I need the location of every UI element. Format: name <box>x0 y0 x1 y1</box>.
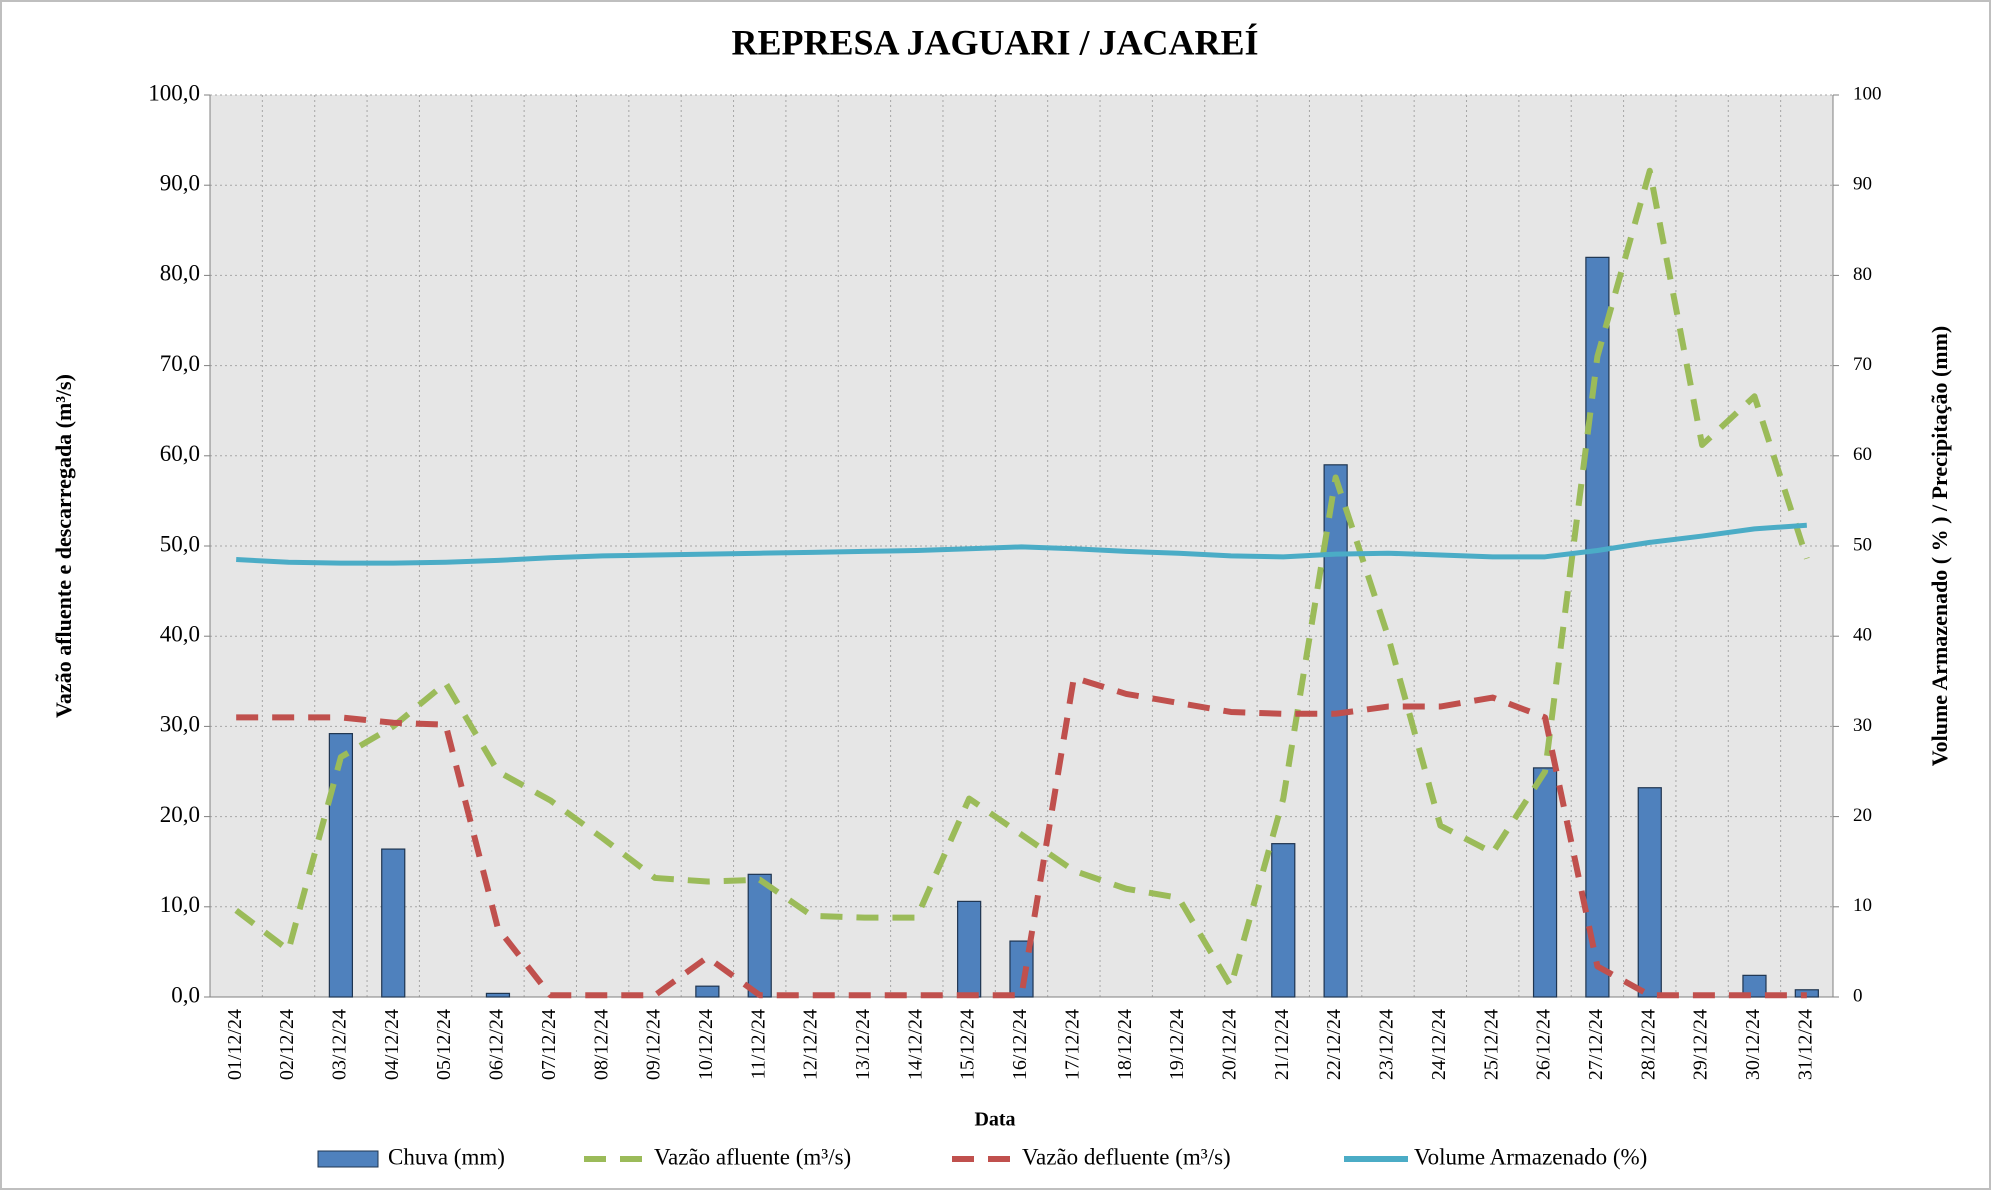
x-tick-label: 14/12/24 <box>904 1009 926 1080</box>
x-tick-label: 20/12/24 <box>1219 1009 1241 1080</box>
y2-tick-label: 40 <box>1853 625 1872 646</box>
legend-swatch <box>317 1150 379 1168</box>
x-tick-label: 05/12/24 <box>433 1009 455 1080</box>
x-tick-label: 30/12/24 <box>1742 1009 1764 1080</box>
y-tick-label: 0,0 <box>171 982 200 1007</box>
x-tick-label: 25/12/24 <box>1480 1009 1502 1080</box>
bar <box>328 733 354 998</box>
x-tick-label: 18/12/24 <box>1114 1009 1136 1080</box>
chart-title: REPRESA JAGUARI / JACAREÍ <box>731 22 1258 62</box>
x-tick-label: 29/12/24 <box>1690 1009 1712 1080</box>
bar <box>1532 767 1558 998</box>
x-tick-label: 08/12/24 <box>590 1009 612 1080</box>
y2-axis-title: Volume Armazenado ( % ) / Precipitação (… <box>1927 326 1952 767</box>
bar <box>1009 940 1034 998</box>
x-tick-label: 19/12/24 <box>1166 1009 1188 1080</box>
y2-tick-label: 60 <box>1853 444 1872 465</box>
x-tick-label: 07/12/24 <box>538 1009 560 1080</box>
y-axis-title: Vazão afluente e descarregada (m³/s) <box>51 374 76 718</box>
bar <box>1271 843 1296 998</box>
line <box>236 522 1807 566</box>
x-tick-label: 04/12/24 <box>381 1009 403 1080</box>
x-tick-label: 21/12/24 <box>1271 1009 1293 1080</box>
x-tick-label: 28/12/24 <box>1637 1009 1659 1080</box>
y2-tick-label: 100 <box>1853 83 1882 104</box>
legend-label: Volume Armazenado (%) <box>1414 1144 1647 1169</box>
legend-label: Vazão afluente (m³/s) <box>654 1144 851 1169</box>
x-tick-label: 27/12/24 <box>1585 1009 1607 1080</box>
line <box>236 674 1807 999</box>
x-tick-label: 23/12/24 <box>1376 1009 1398 1080</box>
bar <box>485 992 511 998</box>
y2-tick-label: 0 <box>1853 985 1863 1006</box>
legend-label: Vazão defluente (m³/s) <box>1022 1144 1231 1169</box>
y2-tick-label: 70 <box>1853 354 1872 375</box>
x-tick-label: 02/12/24 <box>276 1009 298 1080</box>
y2-tick-label: 50 <box>1853 534 1872 555</box>
x-tick-label: 16/12/24 <box>1009 1009 1031 1080</box>
x-tick-label: 03/12/24 <box>328 1009 350 1080</box>
y-tick-label: 90,0 <box>160 170 200 195</box>
y2-tick-label: 30 <box>1853 715 1872 736</box>
x-tick-label: 11/12/24 <box>747 1009 769 1079</box>
bar <box>1323 464 1348 998</box>
y-tick-label: 70,0 <box>160 351 200 376</box>
y-tick-label: 50,0 <box>160 531 200 556</box>
bar <box>1585 256 1610 998</box>
y-tick-label: 80,0 <box>160 261 200 286</box>
x-tick-label: 09/12/24 <box>643 1009 665 1080</box>
bar <box>695 985 720 998</box>
x-tick-label: 10/12/24 <box>695 1009 717 1080</box>
bar <box>1637 787 1662 998</box>
y2-tick-label: 90 <box>1853 174 1872 195</box>
line <box>234 167 1810 990</box>
bar <box>747 873 772 998</box>
y2-tick-label: 10 <box>1853 895 1872 916</box>
bar <box>1742 974 1767 998</box>
bar <box>381 848 406 998</box>
x-tick-label: 13/12/24 <box>852 1009 874 1080</box>
y-tick-label: 30,0 <box>160 712 200 737</box>
x-tick-label: 26/12/24 <box>1533 1009 1555 1080</box>
legend-label: Chuva (mm) <box>388 1144 505 1169</box>
x-tick-label: 01/12/24 <box>224 1009 246 1080</box>
x-tick-label: 31/12/24 <box>1794 1009 1816 1080</box>
x-tick-label: 24/12/24 <box>1428 1009 1450 1080</box>
y-tick-label: 60,0 <box>160 441 200 466</box>
y-tick-label: 20,0 <box>160 802 200 827</box>
x-axis-title: Data <box>974 1109 1015 1131</box>
y-tick-label: 100,0 <box>148 80 200 105</box>
y-tick-label: 40,0 <box>160 621 200 646</box>
x-tick-label: 15/12/24 <box>957 1009 979 1080</box>
x-tick-label: 22/12/24 <box>1323 1009 1345 1080</box>
x-tick-label: 06/12/24 <box>486 1009 508 1080</box>
y-tick-label: 10,0 <box>160 892 200 917</box>
x-tick-label: 12/12/24 <box>800 1009 822 1080</box>
x-tick-label: 17/12/24 <box>1061 1009 1083 1080</box>
bar <box>957 900 982 998</box>
y2-tick-label: 80 <box>1853 264 1872 285</box>
y2-tick-label: 20 <box>1853 805 1872 826</box>
